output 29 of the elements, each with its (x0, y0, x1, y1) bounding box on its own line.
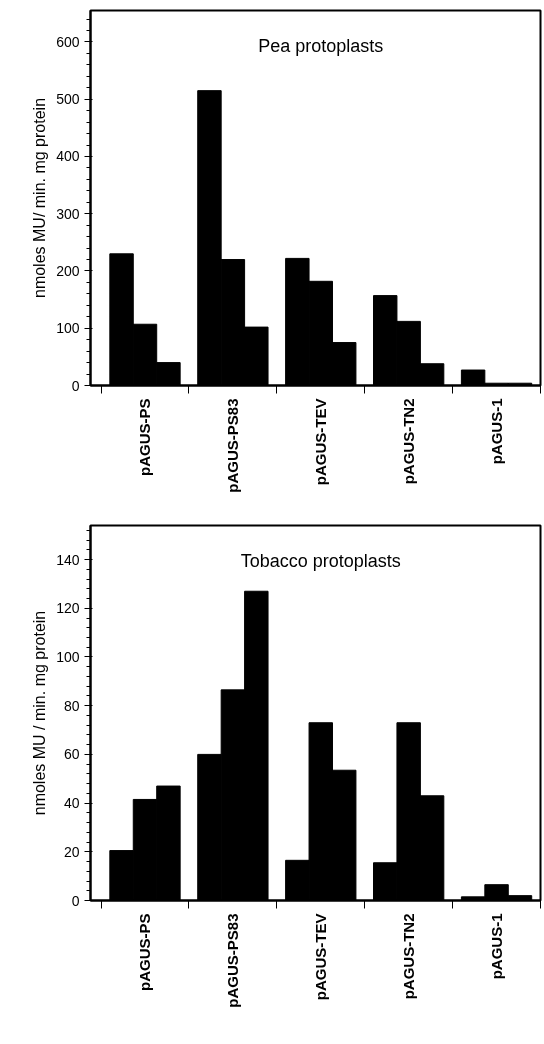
x-tick-label: pAGUS-TEV (312, 398, 330, 486)
x-tick-label: pAGUS-1 (488, 913, 506, 980)
y-tick-label: 100 (56, 320, 80, 337)
y-tick-label: 100 (56, 648, 80, 665)
y-axis-title: nmoles MU / min. mg protein (31, 610, 49, 816)
y-tick-label: 120 (56, 600, 80, 617)
text: Pea protoplasts (258, 35, 384, 56)
y-tick-label: 80 (63, 697, 80, 714)
y-axis-title: nmoles MU/ min. mg protein (31, 97, 49, 299)
x-tick-label: pAGUS-PS83 (224, 913, 242, 1008)
y-tick-label: 400 (56, 148, 80, 165)
y-tick-label: 20 (63, 843, 80, 860)
y-tick-label: 0 (71, 377, 80, 394)
x-tick-label: pAGUS-TN2 (400, 398, 418, 485)
text: Tobacco protoplasts (240, 550, 401, 571)
y-tick-label: 0 (71, 892, 80, 909)
x-tick-label: pAGUS-TN2 (400, 913, 418, 1000)
x-tick-label: pAGUS-TEV (312, 913, 330, 1001)
y-tick-label: 200 (56, 263, 80, 279)
y-tick-label: 40 (63, 795, 80, 812)
y-tick-label: 600 (56, 33, 80, 50)
x-tick-label: pAGUS-1 (488, 398, 506, 465)
y-tick-label: 500 (56, 91, 80, 108)
x-tick-label: pAGUS-PS83 (224, 398, 242, 493)
x-tick-label: pAGUS-PS (136, 913, 154, 991)
x-tick-label: pAGUS-PS (136, 398, 154, 476)
y-tick-label: 140 (56, 551, 80, 568)
y-tick-label: 300 (56, 205, 80, 222)
y-tick-label: 60 (63, 746, 80, 763)
